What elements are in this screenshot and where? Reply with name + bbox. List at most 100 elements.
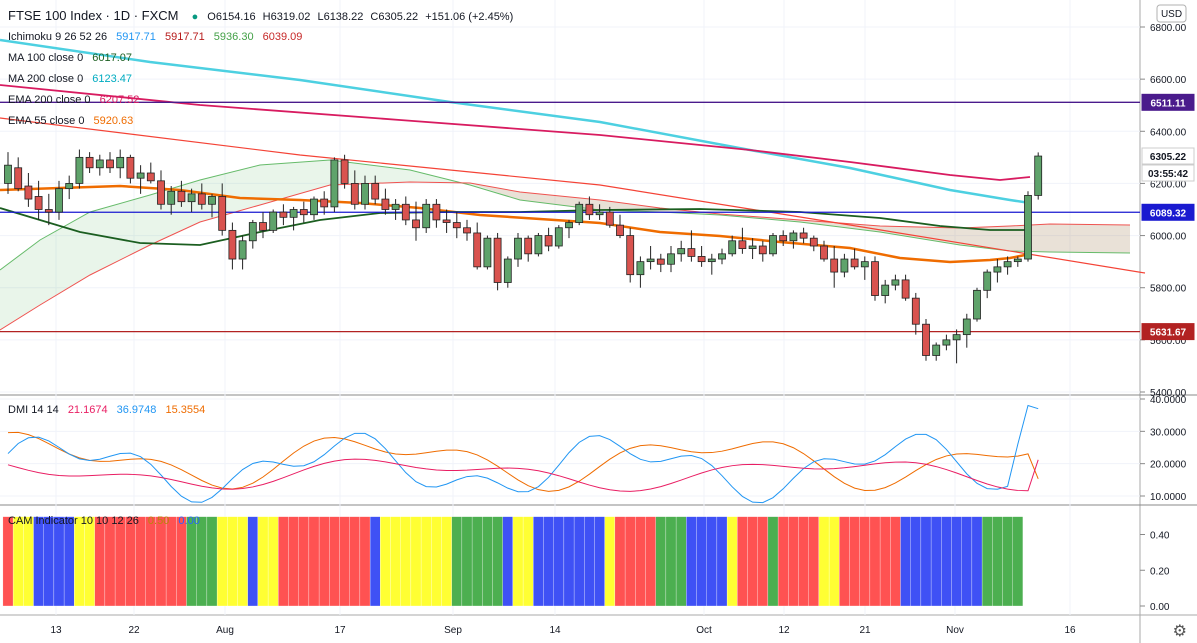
ema55-line[interactable] bbox=[0, 184, 1026, 264]
candle-body[interactable] bbox=[299, 209, 308, 216]
candle-body[interactable] bbox=[616, 224, 624, 236]
candle-body[interactable] bbox=[442, 219, 451, 223]
candle-body[interactable] bbox=[585, 203, 594, 216]
candle-body[interactable] bbox=[983, 271, 992, 291]
candle-body[interactable] bbox=[55, 188, 63, 213]
candle-body[interactable] bbox=[1013, 258, 1022, 263]
candle-body[interactable] bbox=[371, 183, 380, 200]
candle-body[interactable] bbox=[136, 172, 145, 179]
candle-body[interactable] bbox=[769, 235, 777, 255]
ema200-legend[interactable]: EMA 200 close 0 6207.52 bbox=[8, 94, 139, 106]
candle-body[interactable] bbox=[667, 253, 675, 265]
candle-body[interactable] bbox=[167, 190, 176, 205]
candle-body[interactable] bbox=[116, 156, 125, 169]
candle-body[interactable] bbox=[860, 261, 869, 268]
dmi-legend[interactable]: DMI 14 14 21.1674 36.9748 15.3554 bbox=[8, 404, 205, 416]
candle-body[interactable] bbox=[962, 318, 971, 336]
price-tag[interactable] bbox=[1141, 323, 1195, 341]
trendline[interactable] bbox=[0, 117, 1146, 274]
candle-body[interactable] bbox=[503, 258, 512, 283]
candle-body[interactable] bbox=[473, 232, 482, 268]
candle-body[interactable] bbox=[922, 323, 930, 356]
candle-body[interactable] bbox=[565, 222, 573, 229]
ichimoku-legend[interactable]: Ichimoku 9 26 52 26 5917.71 5917.71 5936… bbox=[8, 31, 302, 43]
settings-gear-icon[interactable]: ⚙ bbox=[1172, 621, 1187, 640]
candle-body[interactable] bbox=[677, 248, 686, 255]
candle-body[interactable] bbox=[248, 222, 257, 242]
ma200-legend[interactable]: MA 200 close 0 6123.47 bbox=[8, 73, 132, 85]
candle-body[interactable] bbox=[789, 232, 798, 242]
candle-body[interactable] bbox=[197, 193, 206, 205]
candle-body[interactable] bbox=[106, 159, 114, 169]
dmi-plus-line[interactable] bbox=[7, 404, 1039, 504]
candle-body[interactable] bbox=[514, 237, 522, 260]
candle-body[interactable] bbox=[932, 344, 941, 356]
candle-body[interactable] bbox=[238, 240, 247, 260]
candle-body[interactable] bbox=[65, 183, 74, 190]
candle-body[interactable] bbox=[809, 237, 818, 247]
candle-body[interactable] bbox=[75, 156, 84, 184]
candle-body[interactable] bbox=[534, 235, 543, 255]
candle-body[interactable] bbox=[656, 258, 665, 265]
candle-body[interactable] bbox=[646, 258, 655, 263]
candle-body[interactable] bbox=[758, 245, 767, 255]
candle-body[interactable] bbox=[738, 240, 747, 250]
dmi-minus-line[interactable] bbox=[7, 458, 1039, 492]
candle-body[interactable] bbox=[483, 237, 492, 268]
candle-body[interactable] bbox=[973, 289, 981, 320]
price-tag[interactable] bbox=[1141, 164, 1195, 182]
candle-body[interactable] bbox=[942, 339, 951, 346]
candle-body[interactable] bbox=[697, 256, 706, 263]
candle-body[interactable] bbox=[361, 183, 369, 205]
candle-body[interactable] bbox=[228, 229, 237, 260]
candle-body[interactable] bbox=[605, 211, 614, 226]
candle-body[interactable] bbox=[218, 196, 227, 231]
candle-body[interactable] bbox=[452, 222, 461, 229]
candle-body[interactable] bbox=[595, 211, 604, 216]
ema55-legend[interactable]: EMA 55 close 0 5920.63 bbox=[8, 115, 133, 127]
candle-body[interactable] bbox=[544, 235, 553, 247]
candle-body[interactable] bbox=[687, 248, 696, 257]
candle-body[interactable] bbox=[840, 258, 849, 273]
candle-body[interactable] bbox=[718, 253, 726, 260]
candle-body[interactable] bbox=[44, 209, 53, 213]
candle-body[interactable] bbox=[85, 156, 94, 169]
candle-body[interactable] bbox=[891, 279, 900, 286]
candle-body[interactable] bbox=[911, 297, 920, 325]
candle-body[interactable] bbox=[707, 258, 716, 263]
ema200-line[interactable] bbox=[0, 84, 1031, 181]
candle-body[interactable] bbox=[340, 159, 349, 184]
candle-body[interactable] bbox=[830, 258, 839, 273]
candle-body[interactable] bbox=[554, 227, 563, 247]
candle-body[interactable] bbox=[391, 203, 400, 210]
candle-body[interactable] bbox=[1003, 261, 1012, 268]
cam-legend[interactable]: CAM Indicator 10 10 12 26 0.50 0.00 bbox=[8, 515, 200, 527]
candle-body[interactable] bbox=[993, 266, 1002, 273]
candle-body[interactable] bbox=[177, 190, 186, 203]
candle-body[interactable] bbox=[381, 198, 390, 210]
candle-body[interactable] bbox=[881, 284, 890, 296]
candle-body[interactable] bbox=[422, 203, 431, 229]
candle-body[interactable] bbox=[850, 258, 859, 268]
candle-body[interactable] bbox=[289, 209, 298, 218]
candle-body[interactable] bbox=[95, 159, 104, 169]
candle-body[interactable] bbox=[799, 232, 808, 239]
candle-body[interactable] bbox=[820, 245, 828, 260]
candle-body[interactable] bbox=[187, 193, 196, 203]
ma100-legend[interactable]: MA 100 close 0 6017.07 bbox=[8, 52, 132, 64]
candle-body[interactable] bbox=[901, 279, 910, 299]
candle-body[interactable] bbox=[146, 172, 155, 182]
candle-body[interactable] bbox=[401, 203, 410, 221]
candle-body[interactable] bbox=[626, 235, 635, 276]
candle-body[interactable] bbox=[14, 167, 23, 190]
candle-body[interactable] bbox=[432, 203, 441, 221]
candle-body[interactable] bbox=[34, 196, 43, 210]
candle-body[interactable] bbox=[279, 211, 288, 218]
price-tag[interactable] bbox=[1141, 147, 1195, 165]
candle-body[interactable] bbox=[871, 261, 879, 296]
candle-body[interactable] bbox=[320, 198, 329, 208]
candle-body[interactable] bbox=[575, 203, 584, 223]
price-tag[interactable] bbox=[1141, 203, 1195, 221]
candle-body[interactable] bbox=[412, 219, 420, 229]
